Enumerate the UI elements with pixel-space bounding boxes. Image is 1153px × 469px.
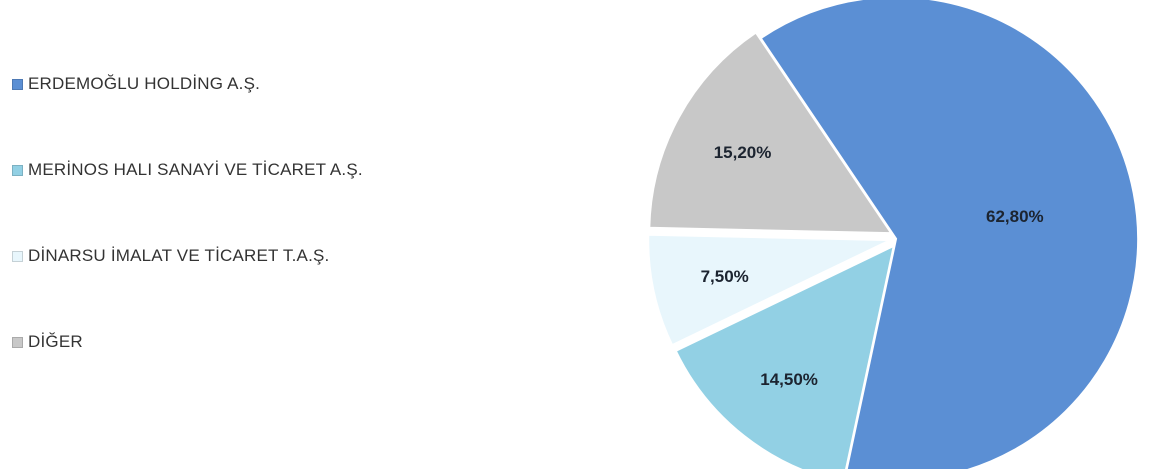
legend-item-merinos: MERİNOS HALI SANAYİ VE TİCARET A.Ş. <box>12 160 363 180</box>
slice-dinarsu <box>647 233 891 347</box>
legend-label: ERDEMOĞLU HOLDİNG A.Ş. <box>28 74 261 93</box>
legend-label: DİNARSU İMALAT VE TİCARET T.A.Ş. <box>28 246 330 265</box>
slice-diger <box>648 31 894 235</box>
pie-chart: 62,80% 14,50% 7,50% 15,20% <box>647 0 1140 469</box>
slice-merinos <box>674 244 896 469</box>
legend-item-diger: DİĞER <box>12 332 363 352</box>
slice-dinarsu-value-label: 7,50% <box>701 267 749 286</box>
legend-label: DİĞER <box>28 332 83 351</box>
legend-swatch-icon <box>12 164 23 176</box>
legend-swatch-icon <box>12 78 23 90</box>
legend-item-erdemoglu: ERDEMOĞLU HOLDİNG A.Ş. <box>12 74 363 94</box>
legend-swatch-icon <box>12 336 23 348</box>
legend-item-dinarsu: DİNARSU İMALAT VE TİCARET T.A.Ş. <box>12 246 363 266</box>
slice-erdemoglu <box>759 0 1140 469</box>
slice-diger-value-label: 15,20% <box>714 143 772 162</box>
chart-legend: ERDEMOĞLU HOLDİNG A.Ş. MERİNOS HALI SANA… <box>12 74 363 418</box>
legend-swatch-icon <box>12 250 23 262</box>
slice-erdemoglu-value-label: 62,80% <box>986 207 1044 226</box>
legend-label: MERİNOS HALI SANAYİ VE TİCARET A.Ş. <box>28 160 363 179</box>
slice-merinos-value-label: 14,50% <box>760 370 818 389</box>
